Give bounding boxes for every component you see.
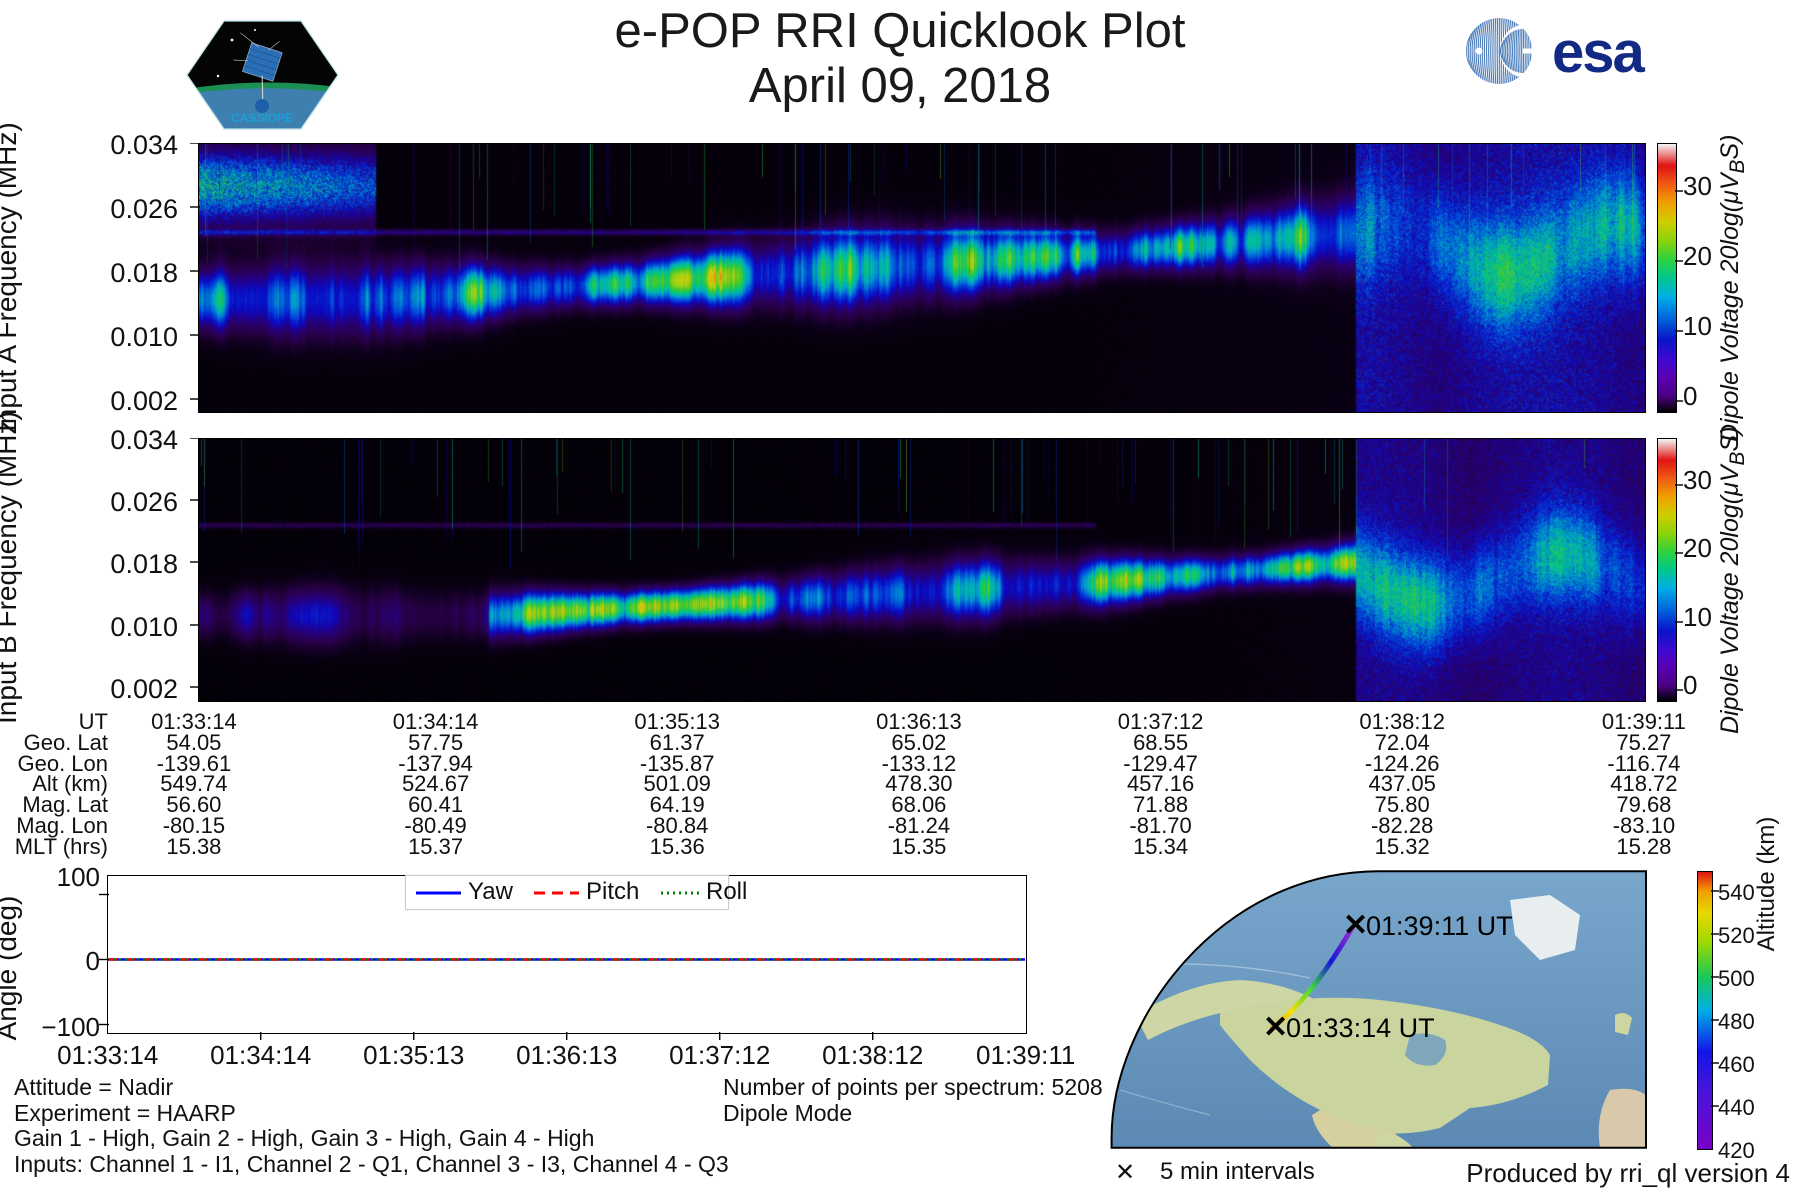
svg-text:esa: esa xyxy=(1552,20,1646,85)
svg-text:01:33:14 UT: 01:33:14 UT xyxy=(1286,1013,1435,1043)
svg-text:✕: ✕ xyxy=(1343,909,1368,942)
svg-text:CASSIOPE: CASSIOPE xyxy=(231,111,293,125)
svg-text:✕: ✕ xyxy=(1263,1011,1288,1044)
svg-text:01:39:11 UT: 01:39:11 UT xyxy=(1366,911,1513,941)
